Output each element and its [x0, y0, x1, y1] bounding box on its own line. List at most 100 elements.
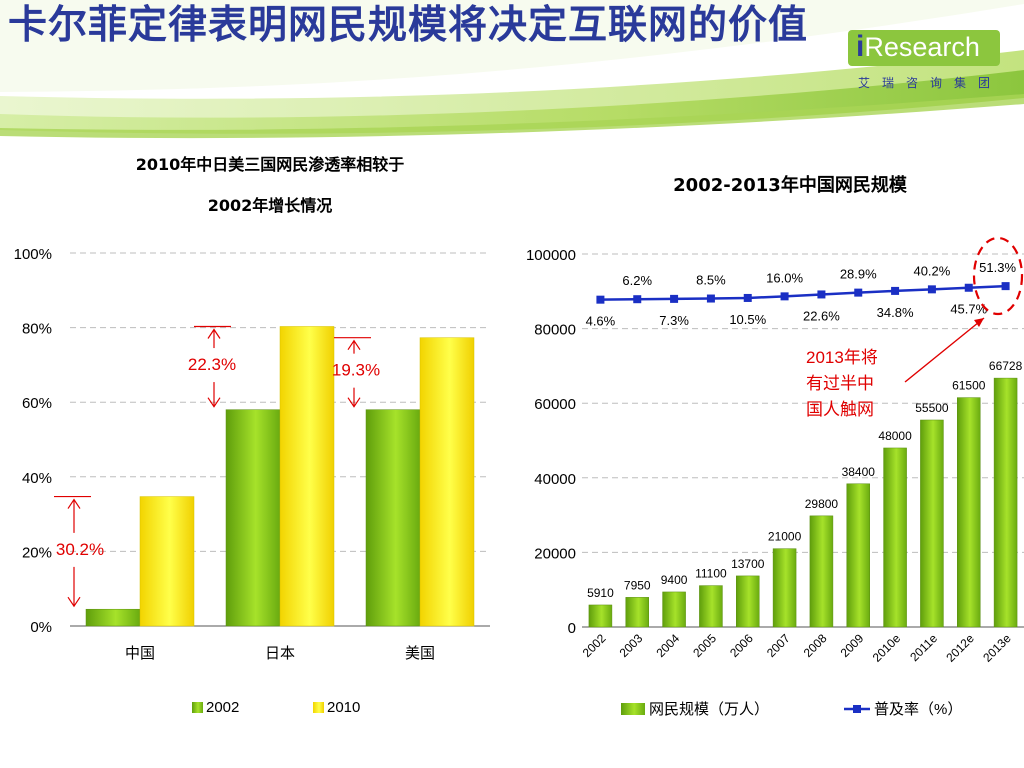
right-y-tick-label: 100000 — [526, 247, 576, 264]
slide-title: 卡尔菲定律表明网民规模将决定互联网的价值 — [8, 3, 809, 48]
growth-label: 19.3% — [332, 361, 380, 380]
bar-2002-1 — [85, 608, 141, 627]
bar-value-label: 13700 — [731, 557, 765, 571]
penetration-label: 51.3% — [979, 260, 1016, 275]
growth-arrow-up-head — [67, 498, 81, 509]
bar-2002-2 — [225, 409, 281, 627]
penetration-label: 45.7% — [950, 302, 987, 317]
bar-value-label: 5910 — [587, 586, 614, 600]
bar-netizens-2010e — [883, 447, 907, 628]
callout-arrow-line — [904, 317, 985, 383]
iresearch-logo: iResearch 艾瑞咨询集团 — [852, 28, 1012, 98]
penetration-marker — [854, 288, 863, 297]
right-x-tick-label: 2013e — [980, 631, 1014, 665]
right-x-tick-label: 2008 — [801, 631, 830, 660]
left-x-tick-label: 日本 — [265, 645, 295, 662]
legend-swatch-2002 — [192, 702, 203, 713]
growth-label: 30.2% — [56, 540, 104, 559]
penetration-label: 10.5% — [729, 312, 766, 327]
logo-wordmark: Research — [864, 32, 980, 62]
penetration-marker — [596, 295, 605, 304]
bar-netizens-2013e — [993, 377, 1018, 628]
penetration-growth-chart: 2010年中日美三国网民渗透率相较于 2002年增长情况 0% 20% 40% 60%… — [14, 155, 490, 716]
right-x-tick-label: 2010e — [870, 631, 904, 665]
bar-netizens-2011e — [920, 419, 944, 628]
bar-netizens-2004 — [662, 591, 686, 628]
penetration-label: 34.8% — [877, 305, 914, 320]
penetration-marker — [1001, 282, 1010, 291]
right-y-tick-label: 20000 — [534, 545, 576, 562]
right-x-tick-label: 2005 — [690, 631, 719, 660]
growth-arrow-down-head — [347, 397, 361, 408]
growth-arrow-down-head — [207, 397, 221, 408]
legend-label-2010: 2010 — [327, 699, 360, 716]
left-y-tick-label: 20% — [22, 544, 52, 561]
left-y-tick-label: 40% — [22, 470, 52, 487]
callout-line-1: 2013年将 — [806, 348, 878, 367]
netizen-scale-chart: 2002-2013年中国网民规模 0 20000 40000 60000 80000 10… — [526, 174, 1024, 718]
penetration-marker — [817, 290, 826, 299]
penetration-marker — [633, 295, 642, 304]
growth-arrow-down-head — [67, 596, 81, 608]
bar-value-label: 48000 — [878, 429, 912, 443]
bar-value-label: 66728 — [989, 359, 1023, 373]
header-swoosh-background — [0, 0, 1024, 139]
bar-2010-3 — [419, 337, 475, 627]
right-x-tick-label: 2002 — [580, 631, 609, 660]
logo-subtitle: 艾瑞咨询集团 — [858, 76, 1003, 90]
penetration-label: 8.5% — [696, 273, 726, 288]
legend-label-penetration: 普及率（%） — [874, 701, 962, 718]
annotation-callout: 2013年将 有过半中 国人触网 — [806, 236, 1024, 419]
penetration-label: 7.3% — [659, 313, 689, 328]
right-x-tick-label: 2004 — [653, 631, 682, 660]
penetration-marker — [743, 293, 752, 302]
legend-swatch-penetration-marker — [853, 705, 861, 713]
right-y-tick-label: 40000 — [534, 471, 576, 488]
penetration-marker — [780, 292, 789, 301]
right-y-tick-label: 0 — [568, 620, 576, 637]
bar-value-label: 38400 — [842, 465, 876, 479]
bar-netizens-2012e — [957, 397, 981, 628]
bar-netizens-2009 — [846, 483, 870, 628]
bar-netizens-2005 — [699, 585, 723, 628]
highlight-circle — [972, 236, 1024, 316]
bar-netizens-2006 — [736, 575, 760, 628]
left-y-tick-label: 80% — [22, 321, 52, 338]
bar-value-label: 11100 — [695, 567, 727, 581]
right-y-tick-label: 80000 — [534, 322, 576, 339]
penetration-label: 22.6% — [803, 308, 840, 323]
growth-arrow-up-head — [207, 328, 221, 339]
penetration-label: 28.9% — [840, 267, 877, 282]
penetration-label: 40.2% — [913, 263, 950, 278]
right-x-tick-label: 2007 — [764, 631, 793, 660]
right-x-tick-label: 2006 — [727, 631, 756, 660]
penetration-marker — [927, 285, 936, 294]
bar-netizens-2007 — [772, 548, 797, 628]
bar-value-label: 21000 — [768, 530, 802, 544]
callout-line-2: 有过半中 — [806, 374, 874, 393]
penetration-marker — [706, 294, 715, 303]
penetration-label: 16.0% — [766, 270, 803, 285]
bar-value-label: 61500 — [952, 379, 986, 393]
right-x-tick-label: 2003 — [617, 631, 646, 660]
logo-i: i — [856, 30, 865, 63]
bar-value-label: 29800 — [805, 497, 839, 511]
bar-2002-3 — [365, 409, 421, 627]
right-x-tick-label: 2012e — [943, 631, 977, 665]
bar-2010-1 — [139, 496, 195, 627]
penetration-label: 4.6% — [586, 314, 616, 329]
penetration-marker — [891, 286, 900, 295]
left-x-tick-label: 美国 — [405, 645, 435, 662]
right-y-tick-label: 60000 — [534, 396, 576, 413]
penetration-marker — [670, 294, 679, 303]
left-y-tick-label: 100% — [14, 246, 52, 263]
bar-netizens-2002 — [588, 604, 613, 628]
right-x-tick-label: 2009 — [838, 631, 867, 660]
right-legend: 网民规模（万人） 普及率（%） — [621, 701, 962, 718]
left-y-tick-label: 0% — [30, 619, 52, 636]
growth-arrow-up-head — [347, 339, 361, 351]
penetration-label: 6.2% — [622, 273, 652, 288]
bar-value-label: 7950 — [624, 578, 651, 592]
right-chart-title: 2002-2013年中国网民规模 — [673, 174, 908, 196]
legend-swatch-netizens — [621, 703, 645, 715]
